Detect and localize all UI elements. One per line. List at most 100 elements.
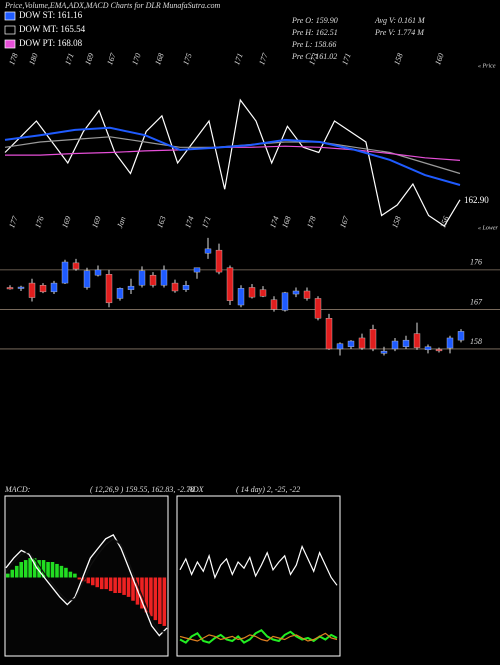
histogram-bar — [90, 577, 95, 586]
top-label: 156 — [438, 215, 451, 229]
candle-body — [435, 349, 443, 352]
top-label: 170 — [130, 52, 143, 66]
candle-body — [336, 343, 344, 350]
candle-body — [424, 346, 432, 351]
top-label: 178 — [7, 52, 20, 66]
info-text: Avg V: 0.161 M — [374, 16, 426, 25]
top-label: 158 — [392, 52, 405, 66]
candle-body — [138, 270, 146, 286]
histogram-bar — [149, 577, 153, 617]
candle-body — [446, 337, 454, 349]
candle-body — [6, 287, 14, 290]
histogram-bar — [28, 558, 32, 578]
candle-body — [259, 289, 267, 297]
top-label: 173 — [307, 52, 320, 66]
candle-body — [380, 350, 388, 354]
legend-swatch — [4, 11, 16, 21]
top-label: 175 — [181, 52, 194, 66]
candle-body — [314, 298, 322, 319]
candle-body — [325, 318, 333, 350]
top-label: 171 — [340, 52, 353, 66]
top-label: 171 — [200, 215, 213, 229]
histogram-bar — [50, 562, 55, 578]
histogram-bar — [32, 558, 37, 578]
histogram-bar — [95, 577, 100, 588]
top-label: 168 — [153, 52, 166, 66]
candle-body — [50, 282, 58, 293]
info-text: Pre C: 161.02 — [291, 52, 337, 61]
candle-body — [204, 248, 212, 254]
histogram-bar — [140, 577, 144, 609]
side-label: « Lower — [478, 225, 499, 231]
top-label: 169 — [83, 52, 96, 66]
top-label: 160 — [433, 52, 446, 66]
candle-body — [127, 285, 135, 290]
macd-line — [5, 537, 167, 633]
histogram-bar — [144, 577, 149, 613]
histogram-bar — [10, 569, 15, 578]
histogram-bar — [108, 577, 113, 592]
candle-body — [248, 287, 256, 298]
candle-body — [226, 267, 234, 301]
histogram-bar — [41, 560, 46, 578]
histogram-bar — [6, 573, 10, 578]
candle-body — [270, 299, 278, 310]
top-label: 176 — [33, 215, 46, 229]
histogram-bar — [19, 562, 23, 578]
histogram-bar — [162, 577, 167, 626]
histogram-bar — [46, 562, 50, 578]
histogram-bar — [77, 577, 82, 580]
histogram-bar — [55, 563, 59, 578]
candle-body — [457, 331, 465, 341]
top-label: 169 — [60, 215, 73, 229]
candle-body — [391, 340, 399, 350]
histogram-bar — [122, 577, 126, 595]
histogram-bar — [126, 577, 131, 597]
top-label: Jan — [115, 215, 127, 229]
legend-swatch — [4, 25, 16, 35]
candle-body — [347, 340, 355, 347]
info-text: Pre H: 162.51 — [291, 28, 338, 37]
adx-line — [179, 544, 338, 586]
candle-body — [105, 274, 113, 304]
legend-label: DOW ST: 161.16 — [19, 10, 83, 20]
top-label: 171 — [232, 52, 245, 66]
y-tick-label: 158 — [470, 337, 482, 346]
candle-body — [83, 270, 91, 288]
candle-body — [237, 288, 245, 306]
candle-body — [149, 274, 157, 286]
histogram-bar — [23, 560, 28, 578]
candle-body — [358, 337, 366, 349]
candle-body — [193, 267, 201, 273]
top-label: 178 — [305, 215, 318, 229]
candle-body — [28, 282, 36, 298]
adx-line — [179, 632, 338, 642]
top-label: 171 — [63, 52, 76, 66]
histogram-bar — [131, 577, 135, 601]
panel-subtitle: ( 14 day) 2, -25, -22 — [236, 485, 300, 494]
info-text: Pre L: 158.66 — [291, 40, 336, 49]
legend-label: DOW MT: 165.54 — [19, 24, 86, 34]
candle-body — [215, 249, 223, 273]
histogram-bar — [37, 560, 41, 578]
candle-body — [281, 292, 289, 311]
top-label: 169 — [90, 215, 103, 229]
histogram-bar — [158, 577, 162, 624]
legend-swatch — [4, 39, 16, 49]
top-label: 174 — [268, 215, 281, 229]
candle-body — [39, 285, 47, 293]
histogram-bar — [117, 577, 122, 593]
histogram-bar — [153, 577, 158, 621]
candle-body — [292, 290, 300, 295]
adx-frame — [176, 495, 341, 657]
y-tick-label: 167 — [470, 297, 483, 306]
legend-label: DOW PT: 168.08 — [19, 38, 83, 48]
panel-title: MACD: — [4, 485, 31, 494]
candle-body — [182, 285, 190, 290]
top-label: 167 — [105, 51, 118, 66]
histogram-bar — [14, 565, 19, 578]
candle-body — [17, 286, 25, 289]
panel-title: ADX — [187, 485, 205, 494]
histogram-bar — [86, 577, 91, 584]
